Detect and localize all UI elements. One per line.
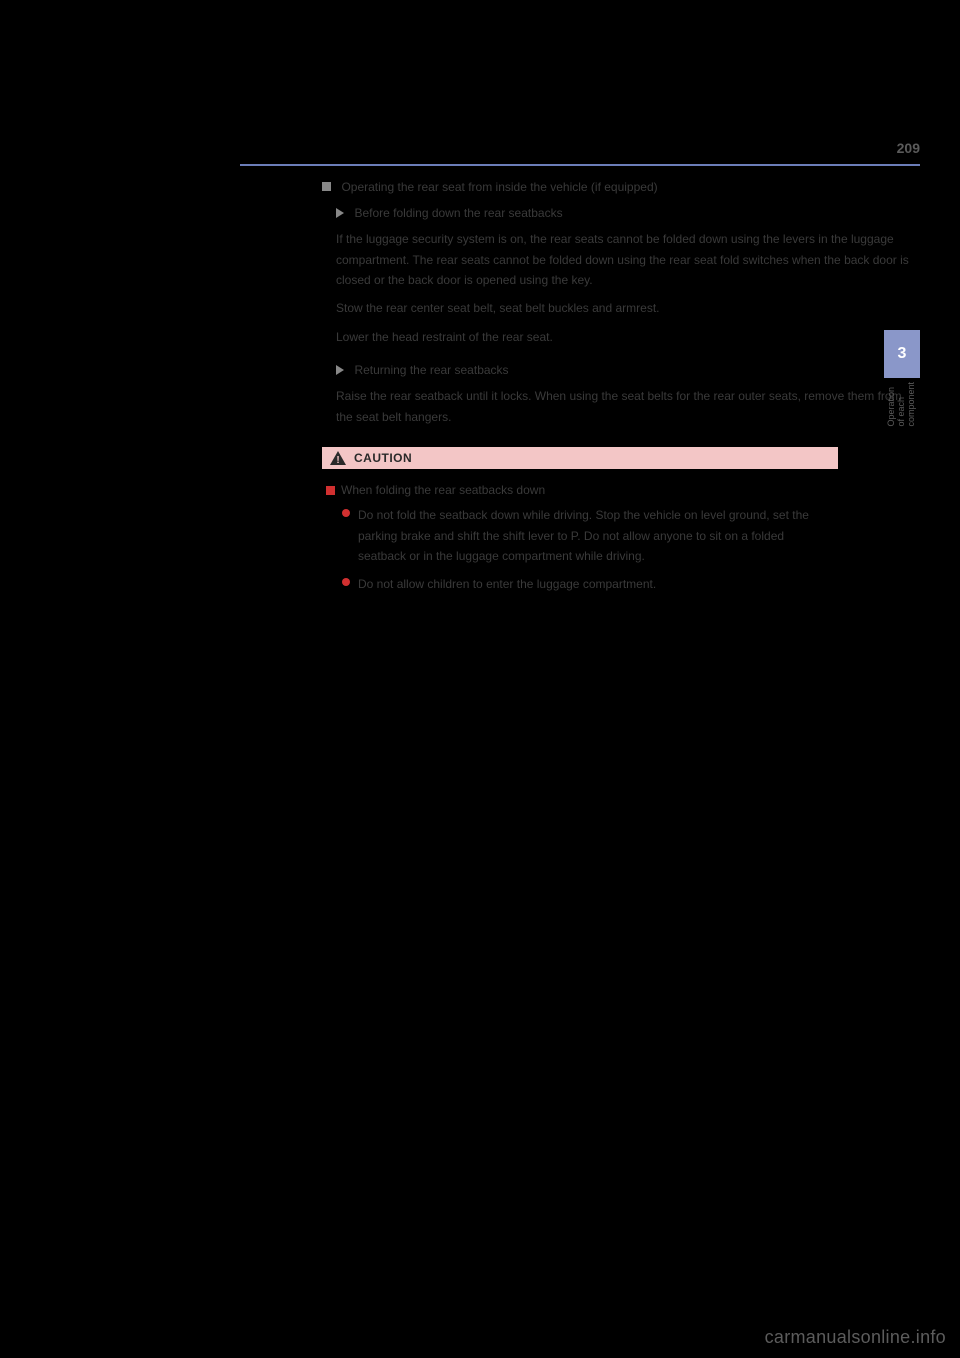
- warning-triangle-icon: !: [330, 451, 346, 465]
- sub1-heading-row: Before folding down the rear seatbacks: [336, 204, 920, 223]
- caution-bullet-2-text: Do not allow children to enter the lugga…: [358, 574, 656, 594]
- caution-box: ! CAUTION When folding the rear seatback…: [322, 447, 838, 611]
- page-content: 3-3. Adjusting the seats 209 Operating t…: [240, 140, 920, 611]
- caution-heading-row: When folding the rear seatbacks down: [326, 483, 834, 497]
- page-header: 3-3. Adjusting the seats 209: [240, 140, 920, 166]
- caution-bullet-1: Do not fold the seatback down while driv…: [342, 505, 834, 566]
- caution-header: ! CAUTION: [322, 447, 838, 469]
- square-marker-icon: [322, 182, 331, 191]
- red-bullet-icon: [342, 578, 350, 586]
- red-bullet-icon: [342, 509, 350, 517]
- red-square-marker-icon: [326, 486, 335, 495]
- section-ref: 3-3. Adjusting the seats: [240, 140, 406, 158]
- sub1-para3: Lower the head restraint of the rear sea…: [336, 327, 920, 347]
- caution-body: When folding the rear seatbacks down Do …: [322, 469, 838, 611]
- caution-bullet-1-text: Do not fold the seatback down while driv…: [358, 505, 834, 566]
- subsection-heading-row: Operating the rear seat from inside the …: [322, 178, 920, 196]
- sub1-block: Before folding down the rear seatbacks I…: [336, 204, 920, 347]
- section-tab: 3: [884, 330, 920, 378]
- sub1-para1: If the luggage security system is on, th…: [336, 229, 920, 290]
- triangle-marker-icon: [336, 365, 344, 375]
- svg-text:!: !: [336, 455, 339, 465]
- sub1-heading: Before folding down the rear seatbacks: [354, 206, 562, 220]
- page-number: 209: [897, 140, 920, 156]
- caution-heading: When folding the rear seatbacks down: [341, 483, 545, 497]
- sub2-para1: Raise the rear seatback until it locks. …: [336, 386, 920, 427]
- sub2-block: Returning the rear seatbacks Raise the r…: [336, 361, 920, 427]
- caution-bullet-2: Do not allow children to enter the lugga…: [342, 574, 834, 594]
- subsection-heading: Operating the rear seat from inside the …: [341, 180, 657, 194]
- sub2-heading-row: Returning the rear seatbacks: [336, 361, 920, 380]
- triangle-marker-icon: [336, 208, 344, 218]
- section-tab-number: 3: [898, 345, 907, 363]
- sub1-para2: Stow the rear center seat belt, seat bel…: [336, 298, 920, 318]
- caution-label: CAUTION: [354, 451, 412, 465]
- watermark: carmanualsonline.info: [765, 1327, 946, 1348]
- sub2-heading: Returning the rear seatbacks: [354, 363, 508, 377]
- section-tab-label: Operation of each component: [886, 382, 916, 427]
